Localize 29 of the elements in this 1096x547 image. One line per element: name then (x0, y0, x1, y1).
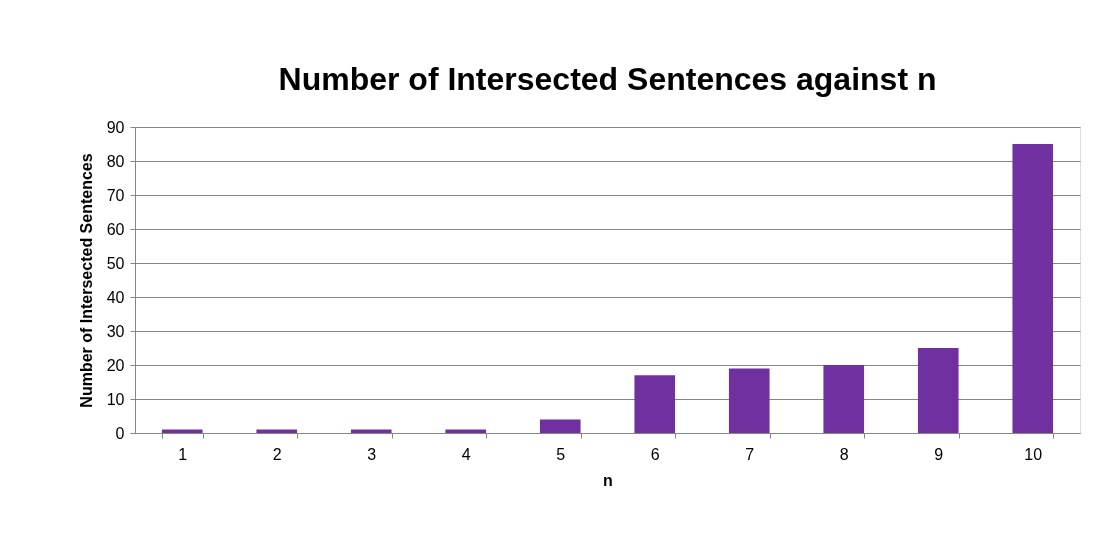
bar (917, 348, 959, 433)
chart-title: Number of Intersected Sentences against n (278, 61, 937, 97)
y-tick-label: 80 (106, 152, 125, 170)
x-tick-label: 8 (839, 445, 849, 463)
y-tick-label: 20 (106, 356, 125, 374)
x-tick-label: 1 (178, 445, 188, 463)
x-tick-label: 9 (934, 445, 944, 463)
x-tick-label: 3 (367, 445, 377, 463)
x-tick-label: 6 (650, 445, 660, 463)
y-tick-label: 60 (106, 220, 125, 238)
bar (823, 365, 865, 433)
bar (728, 368, 770, 433)
bar (634, 375, 676, 433)
y-tick-label: 40 (106, 288, 125, 306)
y-tick-label: 0 (115, 424, 125, 442)
bar (539, 419, 581, 433)
x-tick-label: 2 (272, 445, 282, 463)
y-tick-label: 10 (106, 390, 125, 408)
x-tick-label: 10 (1024, 445, 1043, 463)
y-axis-title: Number of Intersected Sentences (77, 153, 95, 408)
y-tick-label: 90 (106, 118, 125, 136)
x-tick-label: 5 (556, 445, 566, 463)
y-tick-label: 70 (106, 186, 125, 204)
x-tick-label: 7 (745, 445, 755, 463)
x-tick-label: 4 (461, 445, 471, 463)
bar (1012, 144, 1054, 433)
x-axis-title: n (603, 471, 613, 489)
y-tick-label: 30 (106, 322, 125, 340)
y-tick-label: 50 (106, 254, 125, 272)
